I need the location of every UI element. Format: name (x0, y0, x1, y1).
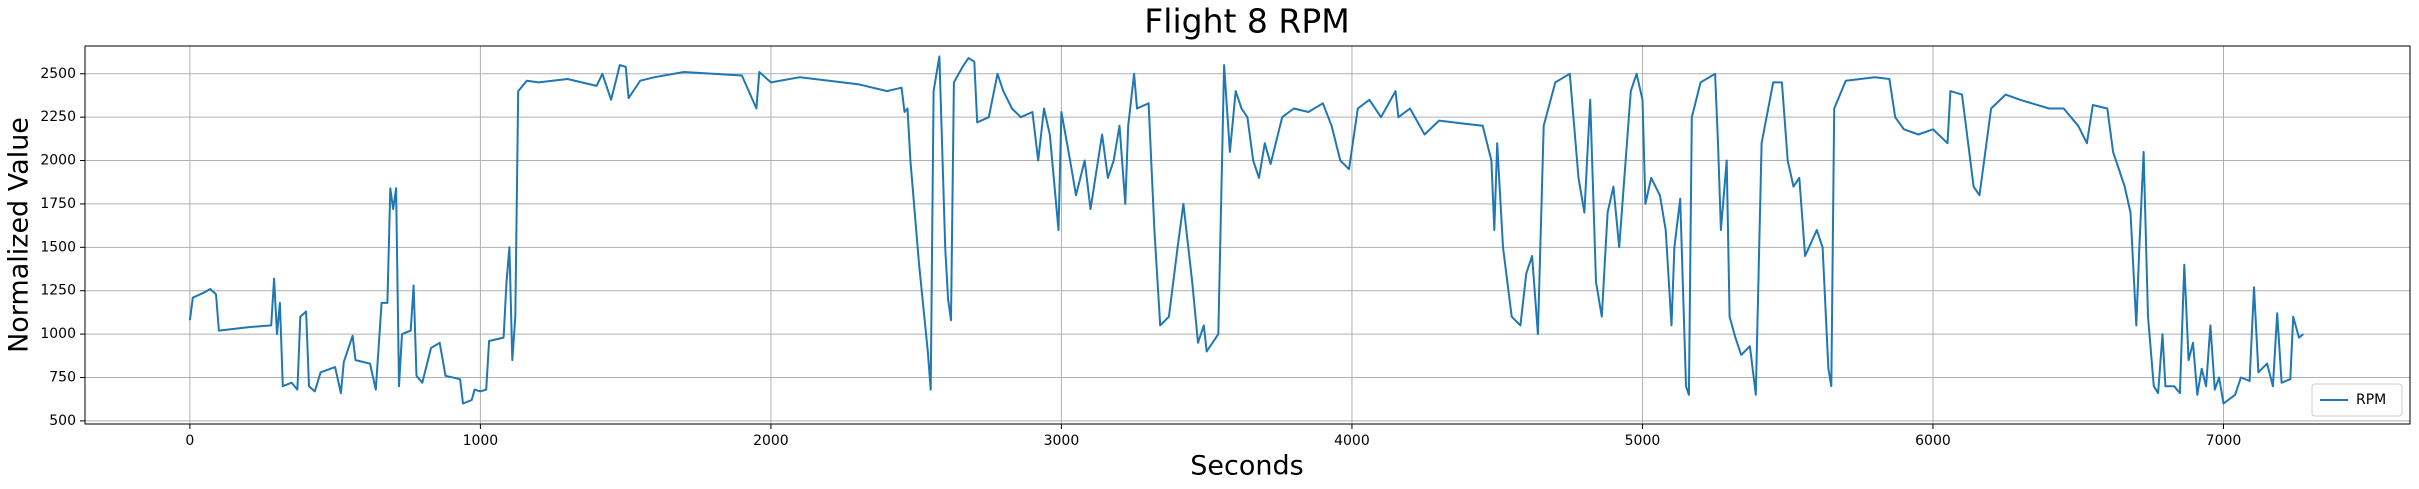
data-line (188, 55, 2305, 405)
y-tick-label: 2500 (40, 66, 76, 82)
y-tick-label: 1000 (40, 326, 76, 342)
x-axis-label: Seconds (1190, 451, 1303, 482)
y-tick-label: 750 (49, 369, 76, 385)
x-tick-label: 5000 (1625, 433, 1661, 449)
x-tick-label: 4000 (1334, 433, 1370, 449)
x-tick-label: 0 (185, 433, 194, 449)
x-tick-label: 2000 (753, 433, 789, 449)
x-tick-label: 7000 (2206, 433, 2242, 449)
legend-label: RPM (2356, 392, 2386, 408)
x-tick-label: 3000 (1044, 433, 1080, 449)
plot-frame (84, 45, 2411, 425)
y-tick-label: 1250 (40, 283, 76, 299)
y-tick-label: 500 (49, 413, 76, 429)
y-tick-label: 1500 (40, 239, 76, 255)
x-tick-label: 6000 (1915, 433, 1951, 449)
y-axis-label: Normalized Value (4, 117, 35, 353)
y-tick-label: 1750 (40, 196, 76, 212)
legend: RPM (2311, 383, 2403, 417)
legend-box (2311, 383, 2403, 417)
y-tick-label: 2250 (40, 109, 76, 125)
x-tick-label: 1000 (463, 433, 499, 449)
y-tick-label: 2000 (40, 153, 76, 169)
chart-title: Flight 8 RPM (1144, 2, 1349, 41)
